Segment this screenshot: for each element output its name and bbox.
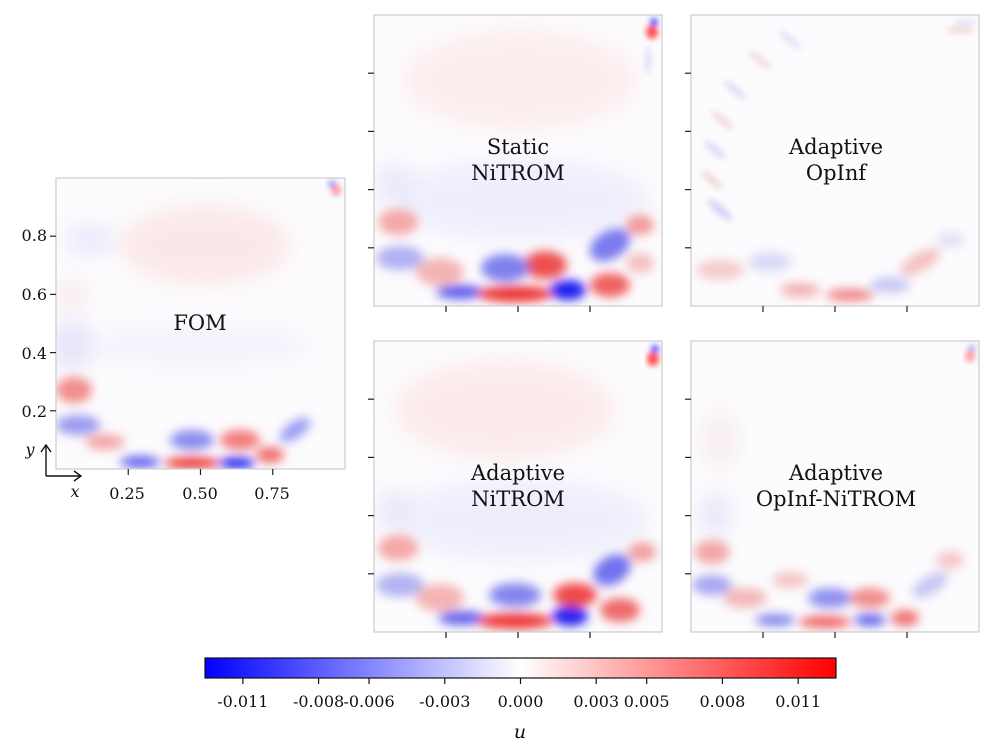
panel-label-line: Static (487, 135, 549, 159)
colorbar-tick-label: 0.008 (700, 692, 746, 711)
panel-fom (55, 177, 346, 470)
fom-y-tick-label: 0.6 (22, 285, 47, 304)
panel-label-line: OpInf (806, 161, 868, 185)
panel-label-fom: FOM (173, 311, 226, 335)
colorbar-tick-label: -0.003 (419, 692, 470, 711)
panel-label-static-nitrom: Static NiTROM (471, 135, 565, 185)
y-axis-label: y (24, 440, 35, 459)
fom-y-tick-label: 0.2 (22, 402, 47, 421)
colorbar-tick-label: 0.011 (775, 692, 821, 711)
axis-arrows (40, 443, 83, 482)
heatmap-field-adaptive-opinf (691, 15, 979, 306)
panel-label-adaptive-opinf-nitrom: Adaptive OpInf-NiTROM (756, 461, 916, 511)
colorbar-ticks: -0.011 -0.008 -0.006 -0.003 0.000 0.003 0.005 0… (217, 678, 821, 711)
panel-label-line: OpInf-NiTROM (756, 487, 916, 511)
colorbar-label: u (514, 721, 526, 743)
heatmap-field-adaptive-nitrom (374, 341, 662, 632)
x-axis-label: x (70, 482, 79, 501)
colorbar: -0.011 -0.008 -0.006 -0.003 0.000 0.003 0.005 0… (204, 657, 837, 743)
panel-label-adaptive-nitrom: Adaptive NiTROM (470, 461, 565, 511)
colorbar-tick-label: -0.011 (217, 692, 268, 711)
y-axis-arrow-head (40, 443, 52, 453)
colorbar-tick-label: 0.000 (498, 692, 544, 711)
x-axis-arrow-head (73, 470, 83, 482)
heatmap-field-fom (56, 178, 345, 469)
panel-adaptive-opinf-nitrom (690, 340, 980, 633)
colorbar-tick-label: 0.005 (624, 692, 670, 711)
colorbar-gradient (204, 657, 837, 679)
panel-label-adaptive-opinf: Adaptive OpInf (788, 135, 883, 185)
panel-static-nitrom (373, 14, 663, 307)
fom-y-tick-label: 0.4 (22, 344, 47, 363)
panel-label-line: NiTROM (471, 161, 565, 185)
panel-adaptive-opinf (690, 14, 980, 307)
panel-label-line: Adaptive (788, 461, 883, 485)
fom-x-tick-label: 0.75 (254, 484, 290, 503)
heatmap-field-adaptive-opinf-nitrom (691, 341, 979, 632)
panel-label-line: Adaptive (470, 461, 565, 485)
panel-adaptive-nitrom (373, 340, 663, 633)
fom-x-tick-label: 0.50 (182, 484, 218, 503)
colorbar-tick-label: 0.003 (573, 692, 619, 711)
fom-y-tick-label: 0.8 (22, 226, 47, 245)
panel-label-line: NiTROM (471, 487, 565, 511)
fom-y-tick-labels: 0.2 0.4 0.6 0.8 (22, 226, 47, 421)
fom-x-tick-labels: 0.25 0.50 0.75 (109, 484, 290, 503)
colorbar-tick-label: -0.006 (343, 692, 394, 711)
axis-ticks (50, 72, 908, 638)
fom-x-tick-label: 0.25 (109, 484, 145, 503)
colorbar-tick-label: -0.008 (293, 692, 344, 711)
panel-label-line: Adaptive (788, 135, 883, 159)
heatmap-field-static-nitrom (374, 15, 662, 306)
